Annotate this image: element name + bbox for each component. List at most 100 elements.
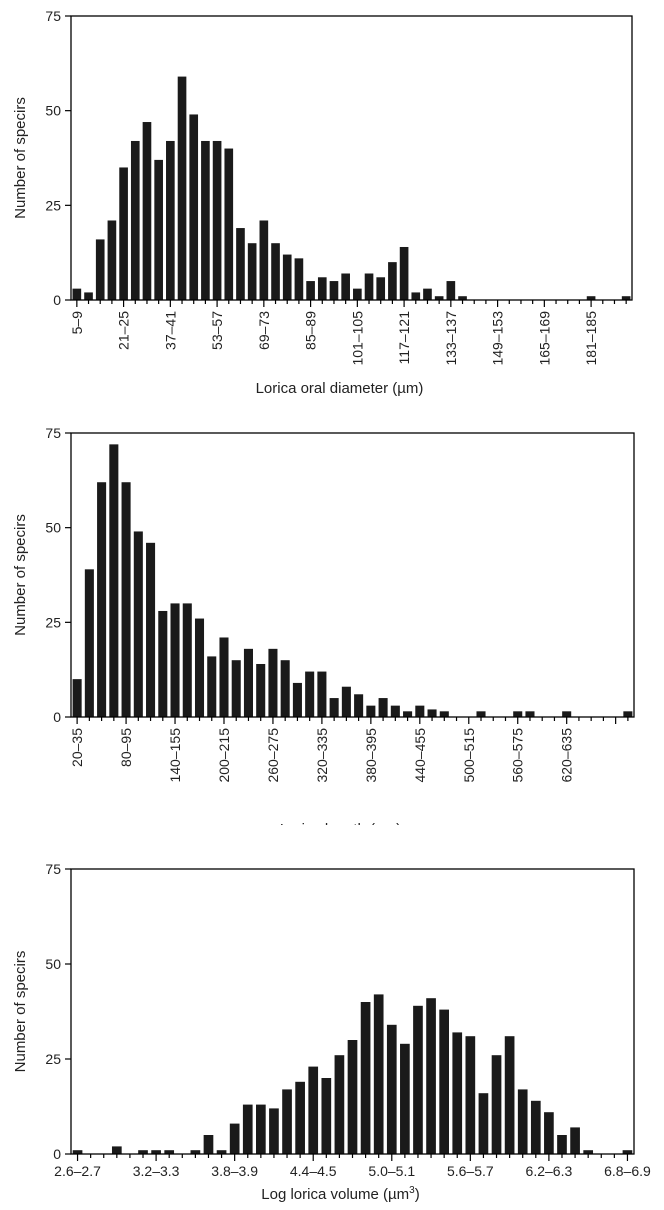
bar <box>282 1089 292 1154</box>
bar <box>403 711 413 717</box>
bar <box>504 1036 515 1154</box>
bar <box>525 711 535 717</box>
bars <box>72 444 633 717</box>
bar <box>271 243 280 300</box>
bar <box>354 694 364 717</box>
bar <box>317 671 327 717</box>
bar <box>413 1005 423 1154</box>
bar <box>329 698 339 717</box>
x-tick-label: 440–455 <box>412 728 428 783</box>
x-axis-title-text: Log lorica volume (µm <box>261 1186 409 1203</box>
bar <box>376 277 386 300</box>
bar <box>229 1123 240 1154</box>
plot-frame <box>70 15 633 301</box>
bar <box>517 1089 528 1154</box>
bar <box>95 239 105 300</box>
bar <box>72 288 82 300</box>
x-tick-label: 133–137 <box>443 311 459 366</box>
bar <box>530 1100 541 1154</box>
x-tick-label: 117–121 <box>396 311 412 365</box>
bar <box>292 682 302 717</box>
bar <box>219 637 229 717</box>
x-tick-label: 80–95 <box>118 728 134 767</box>
x-tick-label: 53–57 <box>209 311 225 350</box>
bar <box>72 1150 83 1154</box>
bar <box>364 273 374 300</box>
bar <box>583 1150 594 1154</box>
bar <box>282 254 292 300</box>
x-tick-label: 320–335 <box>314 728 330 783</box>
bar <box>294 258 304 300</box>
y-axis-title: Number of specirs <box>12 514 29 636</box>
bar <box>182 603 192 717</box>
x-axis-title-suffix: ) <box>415 1186 420 1203</box>
bar <box>415 705 425 717</box>
bar <box>347 1040 358 1154</box>
bar <box>242 1104 253 1154</box>
x-tick-label: 140–155 <box>167 728 183 783</box>
bar <box>243 648 253 717</box>
x-axis-title: Log lorica volume (µm3) <box>261 1185 419 1203</box>
bar <box>341 686 351 717</box>
x-tick-label: 149–153 <box>490 311 506 366</box>
bar <box>84 569 94 717</box>
bar <box>268 648 278 717</box>
bar <box>203 1135 214 1154</box>
bar <box>121 482 131 717</box>
y-tick-label: 75 <box>45 8 61 24</box>
bar <box>109 444 119 717</box>
bar <box>353 288 362 300</box>
y-tick-label: 75 <box>45 861 61 877</box>
bar <box>621 296 631 300</box>
bar <box>465 1036 476 1154</box>
bar <box>544 1112 554 1154</box>
x-tick-label: 21–25 <box>116 311 132 350</box>
y-tick-label: 25 <box>45 614 61 630</box>
x-tick-label: 560–575 <box>510 728 526 783</box>
bar <box>256 1104 266 1154</box>
bar <box>623 711 633 717</box>
bar <box>259 220 269 300</box>
bar <box>280 660 290 717</box>
bar <box>334 1055 345 1154</box>
x-tick-label: 5.6–5.7 <box>447 1163 494 1179</box>
bar <box>513 711 523 717</box>
bar <box>190 1150 201 1154</box>
bar <box>142 122 152 300</box>
x-tick-label: 200–215 <box>216 728 232 783</box>
chart-lorica-length: 0 25 50 75 20–35 80–95 140–155 200–215 260–275 32… <box>12 425 635 825</box>
bar <box>341 273 350 300</box>
bar <box>201 140 210 300</box>
bar <box>622 1150 633 1154</box>
x-tick-label: 3.2–3.3 <box>133 1163 180 1179</box>
bar <box>84 292 93 300</box>
x-tick-label: 165–169 <box>536 311 552 366</box>
y-tick-label: 0 <box>53 292 61 308</box>
bar <box>427 709 437 717</box>
bar <box>452 1032 463 1154</box>
bar <box>207 656 217 717</box>
bar <box>562 711 572 717</box>
x-tick-label: 380–395 <box>363 728 379 783</box>
x-tick-label: 5.0–5.1 <box>368 1163 415 1179</box>
bar <box>366 705 376 717</box>
bar <box>378 698 388 717</box>
bar <box>586 296 596 300</box>
bar <box>177 76 187 300</box>
y-tick-label: 50 <box>45 103 61 119</box>
y-axis-title: Number of specirs <box>12 97 29 219</box>
bar <box>269 1108 279 1154</box>
bar <box>557 1135 567 1154</box>
bar <box>439 1009 449 1154</box>
bar <box>151 1150 161 1154</box>
bar <box>321 1078 332 1154</box>
bar <box>146 542 156 717</box>
x-tick-label: 181–185 <box>583 311 599 366</box>
x-tick-label: 3.8–3.9 <box>211 1163 258 1179</box>
y-tick-label: 50 <box>45 520 61 536</box>
bar <box>231 660 241 717</box>
x-tick-label: 85–89 <box>303 311 319 350</box>
y-tick-label: 50 <box>45 956 61 972</box>
bar <box>458 296 467 300</box>
bar <box>133 531 143 717</box>
